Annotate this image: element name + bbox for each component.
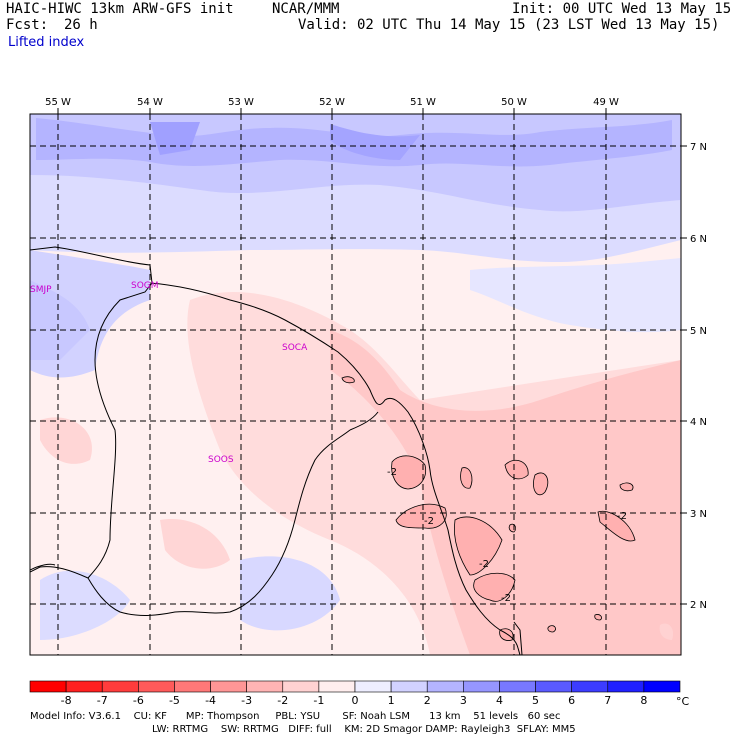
colorbar-unit: °C bbox=[676, 695, 690, 708]
colorbar-label: 0 bbox=[352, 694, 359, 707]
contour-label: -2 bbox=[479, 559, 489, 570]
lon-label-51w: 51 W bbox=[410, 97, 436, 108]
colorbar-label: 2 bbox=[424, 694, 431, 707]
contour-label: -2 bbox=[617, 511, 627, 522]
colorbar-label: 5 bbox=[532, 694, 539, 707]
colorbar-label: -1 bbox=[313, 694, 324, 707]
colorbar-swatch bbox=[282, 680, 320, 693]
colorbar-label: -6 bbox=[133, 694, 144, 707]
colorbar-label: -7 bbox=[97, 694, 108, 707]
colorbar-swatch bbox=[390, 680, 428, 693]
colorbar-label: -2 bbox=[277, 694, 288, 707]
colorbar-label: -3 bbox=[241, 694, 252, 707]
colorbar: -8 -7 -6 -5 -4 -3 -2 -1 0 1 2 3 4 5 6 7 8 bbox=[29, 680, 681, 707]
model-info-line2: LW: RRTMG SW: RRTMG DIFF: full KM: 2D Sm… bbox=[152, 724, 576, 735]
colorbar-swatch bbox=[65, 680, 103, 693]
graticule bbox=[30, 114, 681, 655]
lat-label-3n: 3 N bbox=[690, 509, 707, 520]
init-time: Init: 00 UTC Wed 13 May 15 bbox=[512, 1, 732, 17]
colorbar-label: 7 bbox=[604, 694, 611, 707]
colorbar-swatch bbox=[535, 680, 572, 693]
colorbar-label: 6 bbox=[568, 694, 575, 707]
forecast-label: Fcst: bbox=[6, 17, 49, 33]
colorbar-swatch bbox=[29, 680, 67, 693]
contour-label: -2 bbox=[424, 516, 434, 527]
colorbar-swatch bbox=[101, 680, 139, 693]
colorbar-swatch bbox=[210, 680, 247, 693]
colorbar-swatch bbox=[174, 680, 211, 693]
lat-label-4n: 4 N bbox=[690, 417, 707, 428]
lat-label-6n: 6 N bbox=[690, 234, 707, 245]
colorbar-label: -5 bbox=[169, 694, 180, 707]
station-smjp: SMJP bbox=[30, 285, 52, 295]
colorbar-label: 1 bbox=[388, 694, 395, 707]
lat-label-5n: 5 N bbox=[690, 326, 707, 337]
colorbar-swatch bbox=[246, 680, 284, 693]
colorbar-label: 8 bbox=[640, 694, 647, 707]
colorbar-label: 3 bbox=[460, 694, 467, 707]
colorbar-swatch bbox=[499, 680, 536, 693]
valid-time: Valid: 02 UTC Thu 14 May 15 (23 LST Wed … bbox=[298, 17, 720, 33]
lon-label-54w: 54 W bbox=[137, 97, 163, 108]
lon-label-53w: 53 W bbox=[228, 97, 254, 108]
station-soca: SOCA bbox=[282, 343, 308, 353]
organization: NCAR/MMM bbox=[272, 1, 340, 17]
model-info-line1: Model Info: V3.6.1 CU: KF MP: Thompson P… bbox=[30, 711, 561, 722]
lon-label-52w: 52 W bbox=[319, 97, 345, 108]
station-sogm: SOGM bbox=[131, 281, 159, 291]
forecast-hour: 26 h bbox=[64, 17, 98, 33]
model-title: HAIC-HIWC 13km ARW-GFS init bbox=[6, 1, 234, 17]
colorbar-swatch bbox=[643, 680, 681, 693]
lat-label-2n: 2 N bbox=[690, 600, 707, 611]
contour-label: -2 bbox=[387, 467, 397, 478]
map-frame bbox=[29, 113, 682, 656]
colorbar-swatch bbox=[571, 680, 609, 693]
lon-label-55w: 55 W bbox=[45, 97, 71, 108]
colorbar-swatch bbox=[426, 680, 464, 693]
contour-label: -2 bbox=[501, 593, 511, 604]
station-soos: SOOS bbox=[208, 455, 234, 465]
colorbar-label: 4 bbox=[496, 694, 503, 707]
lon-label-50w: 50 W bbox=[501, 97, 527, 108]
colorbar-swatch bbox=[318, 680, 356, 693]
colorbar-swatch bbox=[354, 680, 392, 693]
colorbar-label: -8 bbox=[61, 694, 72, 707]
colorbar-label: -4 bbox=[205, 694, 216, 707]
lat-label-7n: 7 N bbox=[690, 142, 707, 153]
lon-label-49w: 49 W bbox=[593, 97, 619, 108]
colorbar-swatch bbox=[138, 680, 175, 693]
lifted-index-field bbox=[30, 114, 681, 655]
field-name: Lifted index bbox=[8, 35, 85, 50]
colorbar-swatch bbox=[463, 680, 500, 693]
colorbar-swatch bbox=[607, 680, 645, 693]
